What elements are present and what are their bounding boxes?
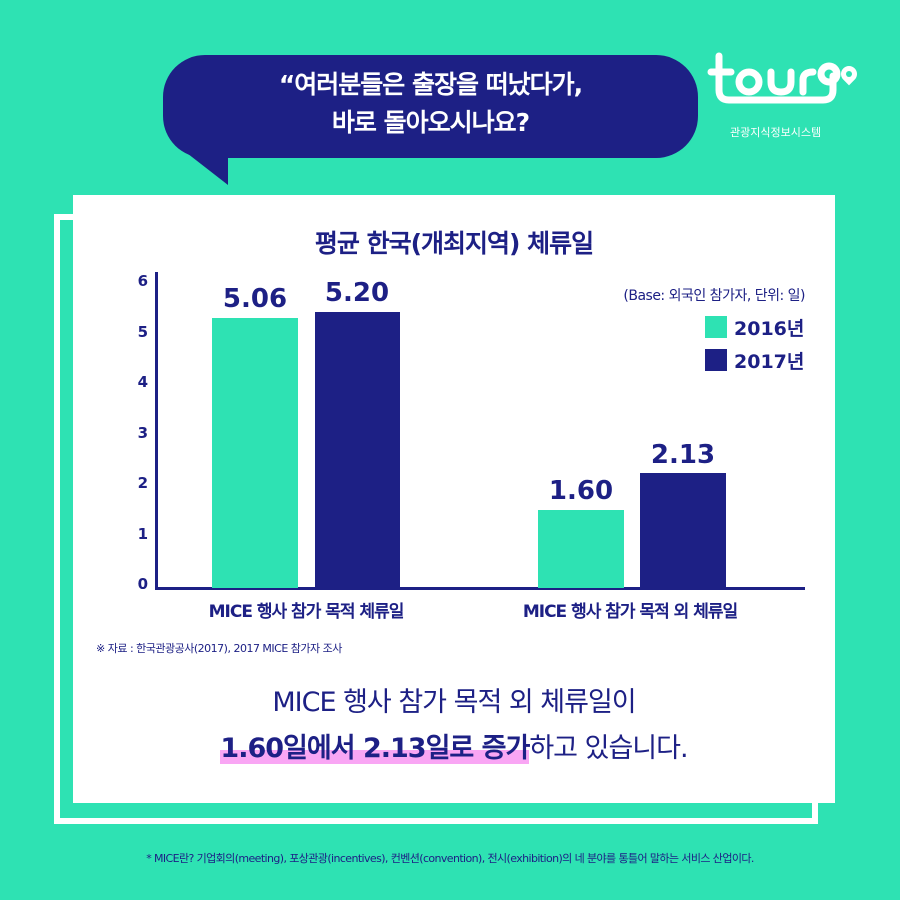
y-tick-4: 4 xyxy=(137,373,148,391)
bar-value-mice-purpose-2017: 5.20 xyxy=(324,278,390,308)
speech-bubble-tail xyxy=(183,150,228,185)
category-label-mice-purpose: MICE 행사 참가 목적 체류일 xyxy=(208,602,405,622)
bar-value-non-mice-purpose-2017: 2.13 xyxy=(650,440,716,470)
summary-line-1: MICE 행사 참가 목적 외 체류일이 xyxy=(272,687,636,718)
y-tick-1: 1 xyxy=(137,525,148,543)
mice-definition-footnote: * MICE란? 기업회의(meeting), 포상관광(incentives)… xyxy=(146,852,754,865)
bar-value-mice-purpose-2016: 5.06 xyxy=(222,284,288,314)
bar-value-non-mice-purpose-2016: 1.60 xyxy=(548,476,614,506)
bar-mice-purpose-2016 xyxy=(212,318,298,588)
legend-item-2016: 2016년 xyxy=(705,315,805,340)
bar-mice-purpose-2017 xyxy=(315,312,400,588)
y-tick-2: 2 xyxy=(137,474,148,492)
bar-non-mice-purpose-2017 xyxy=(640,473,726,588)
logo-wordmark-icon xyxy=(707,52,841,104)
summary-line-2: 1.60일에서 2.13일로 증가하고 있습니다. xyxy=(73,726,835,765)
legend-label-2017: 2017년 xyxy=(734,350,805,373)
headline-question: “여러분들은 출장을 떠났다가, 바로 돌아오시나요? xyxy=(163,66,698,142)
summary-highlight: 1.60일에서 2.13일로 증가 xyxy=(220,733,530,764)
headline-line-2: 바로 돌아오시나요? xyxy=(331,108,530,137)
summary-line-2-rest: 하고 있습니다. xyxy=(529,733,688,764)
headline-line-1: “여러분들은 출장을 떠났다가, xyxy=(278,70,583,99)
y-axis xyxy=(155,272,158,590)
speech-bubble xyxy=(163,55,698,158)
legend-swatch-2017 xyxy=(705,349,727,371)
x-axis xyxy=(155,587,805,590)
tour9-logo: tour9 관광지식정보시스템 xyxy=(705,52,865,142)
chart-title: 평균 한국(개최지역) 체류일 xyxy=(314,229,594,258)
legend-swatch-2016 xyxy=(705,316,727,338)
y-tick-0: 0 xyxy=(137,575,148,593)
bar-non-mice-purpose-2016 xyxy=(538,510,624,588)
legend-label-2016: 2016년 xyxy=(734,317,805,340)
chart-base-note: (Base: 외국인 참가자, 단위: 일) xyxy=(623,288,805,304)
source-note: ※ 자료 : 한국관광공사(2017), 2017 MICE 참가자 조사 xyxy=(96,642,342,655)
y-tick-5: 5 xyxy=(137,323,148,341)
legend-item-2017: 2017년 xyxy=(705,348,805,373)
logo-subtitle: 관광지식정보시스템 xyxy=(730,126,822,139)
y-tick-6: 6 xyxy=(137,272,148,290)
y-tick-3: 3 xyxy=(137,424,148,442)
category-label-non-mice-purpose: MICE 행사 참가 목적 외 체류일 xyxy=(522,602,738,622)
